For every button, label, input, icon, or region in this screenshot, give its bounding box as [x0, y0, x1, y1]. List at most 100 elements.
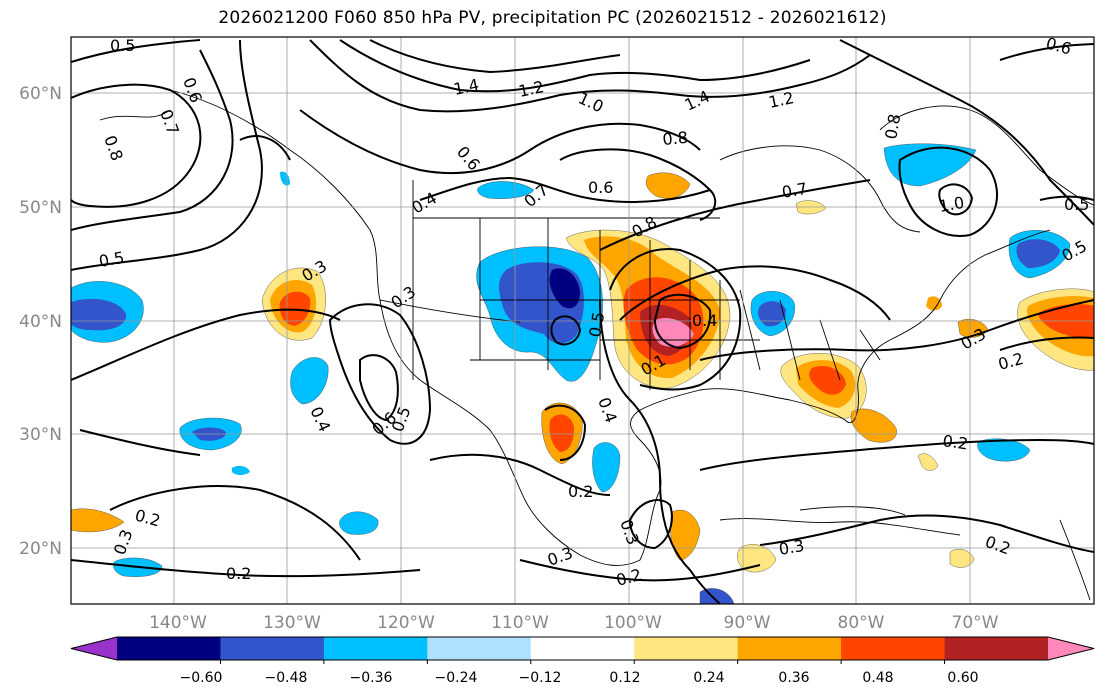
coastline: [470, 299, 760, 361]
colorbar-swatch: [634, 637, 739, 660]
colorbar-tick-label: 0.36: [778, 670, 809, 686]
pv-contour: [999, 43, 1094, 61]
shade-area: [290, 357, 329, 405]
colorbar-outline: [70, 636, 1095, 661]
colorbar-swatch: [117, 637, 221, 660]
pv-contour: [599, 299, 721, 604]
pv-contour: [369, 39, 621, 74]
colorbar-swatch: [220, 637, 325, 660]
shade-area: [758, 301, 786, 327]
contour-label: 1.2: [767, 88, 796, 112]
pv-contour: [1039, 195, 1094, 201]
shade-area: [232, 465, 250, 475]
shade-area: [280, 171, 290, 186]
contour-label: 0.5: [1064, 195, 1089, 214]
pv-contour: [71, 308, 341, 381]
colorbar-tick-label: −0.12: [519, 670, 562, 686]
colorbar-tick-label: 0.12: [609, 670, 640, 686]
lon-label: 120°W: [377, 613, 435, 633]
map-panel: 0.5 0.6 1.4 1.2 1.0 1.4 1.2 0.6 0.7 0.8 …: [70, 34, 1095, 605]
contour-label: 0.7: [780, 179, 808, 202]
pv-contour: [550, 315, 582, 346]
contour-label: 0.6: [588, 178, 613, 197]
colorbar-tick-label: −0.60: [180, 670, 223, 686]
contour-label: 0.8: [662, 128, 689, 149]
colorbar-tick-label: 0.60: [947, 670, 978, 686]
contour-label: 0.2: [941, 431, 969, 453]
lat-label: 60°N: [19, 84, 62, 104]
pv-contour: [71, 559, 421, 578]
shade-area: [926, 296, 942, 311]
pv-contour: [938, 183, 974, 216]
coastline: [879, 105, 1094, 206]
pv-contour: [759, 514, 1094, 553]
pv-contour: [71, 39, 201, 63]
pv-contour: [619, 265, 891, 321]
shade-area: [977, 438, 1031, 462]
lon-label: 80°W: [838, 613, 885, 633]
colorbar-swatch: [323, 637, 428, 660]
shade-area: [71, 298, 127, 331]
coastline: [1059, 519, 1091, 601]
colorbar-tick-label: 0.48: [862, 670, 893, 686]
coastline: [799, 506, 906, 516]
pv-contour: [898, 146, 999, 237]
shade-area: [592, 442, 621, 493]
pv-contour: [109, 485, 361, 561]
pv-contour: [628, 499, 673, 550]
pv-contour: [339, 39, 811, 93]
pv-contour: [559, 148, 717, 221]
contour-label: 0.2: [568, 482, 593, 501]
lon-label: 70°W: [952, 613, 999, 633]
contour-label: 0.5: [110, 36, 135, 55]
pv-contour: [359, 354, 399, 422]
colorbar-swatch: [944, 637, 1049, 660]
pv-contour: [544, 404, 587, 461]
shade-area: [339, 511, 379, 535]
coastline: [379, 299, 521, 323]
colorbar-swatch: [737, 637, 842, 660]
colorbar-extend-high: [1048, 637, 1094, 660]
contour-label: 0.5: [97, 248, 125, 271]
pv-contour: [299, 109, 701, 175]
colorbar-tick-label: −0.24: [435, 670, 478, 686]
colorbar-swatches: [70, 636, 1095, 664]
contour-label: 0.6: [1044, 34, 1074, 59]
contour-label: 0.4: [692, 311, 717, 330]
map-title: 2026021200 F060 850 hPa PV, precipitatio…: [218, 8, 887, 28]
pv-contour: [309, 39, 871, 113]
colorbar: −0.60 −0.48 −0.36 −0.24 −0.12 0.12 0.24 …: [70, 636, 1095, 686]
pv-contour: [999, 336, 1094, 351]
pv-contour: [699, 438, 1094, 471]
lat-label: 50°N: [19, 198, 62, 218]
colorbar-ticks: −0.60 −0.48 −0.36 −0.24 −0.12 0.12 0.24 …: [180, 670, 979, 686]
lon-label: 140°W: [149, 613, 207, 633]
shade-area: [883, 143, 977, 187]
lat-label: 40°N: [19, 312, 62, 332]
contour-label: 1.2: [517, 77, 546, 101]
pv-contour: [71, 83, 202, 208]
pv-contour: [653, 293, 712, 350]
colorbar-extend-low: [71, 637, 117, 660]
pv-contour: [519, 559, 761, 582]
lon-label: 130°W: [263, 613, 321, 633]
lon-label: 100°W: [604, 613, 662, 633]
map-frame: [70, 36, 1095, 605]
pv-contour: [429, 453, 611, 496]
contour-label: 0.2: [226, 564, 251, 583]
shade-area: [670, 509, 701, 561]
shade-area: [809, 365, 846, 395]
pv-contour: [71, 49, 234, 231]
pv-contour: [419, 176, 711, 203]
colorbar-tick-label: −0.48: [265, 670, 308, 686]
pv-contour: [599, 179, 871, 251]
shade-area: [1016, 239, 1060, 268]
colorbar-tick-label: −0.36: [350, 670, 393, 686]
lat-label: 30°N: [19, 425, 62, 445]
pv-contour: [71, 39, 263, 271]
lon-label: 90°W: [724, 613, 771, 633]
pv-contour: [328, 303, 432, 445]
shade-area: [949, 549, 975, 568]
coastline: [719, 518, 961, 536]
